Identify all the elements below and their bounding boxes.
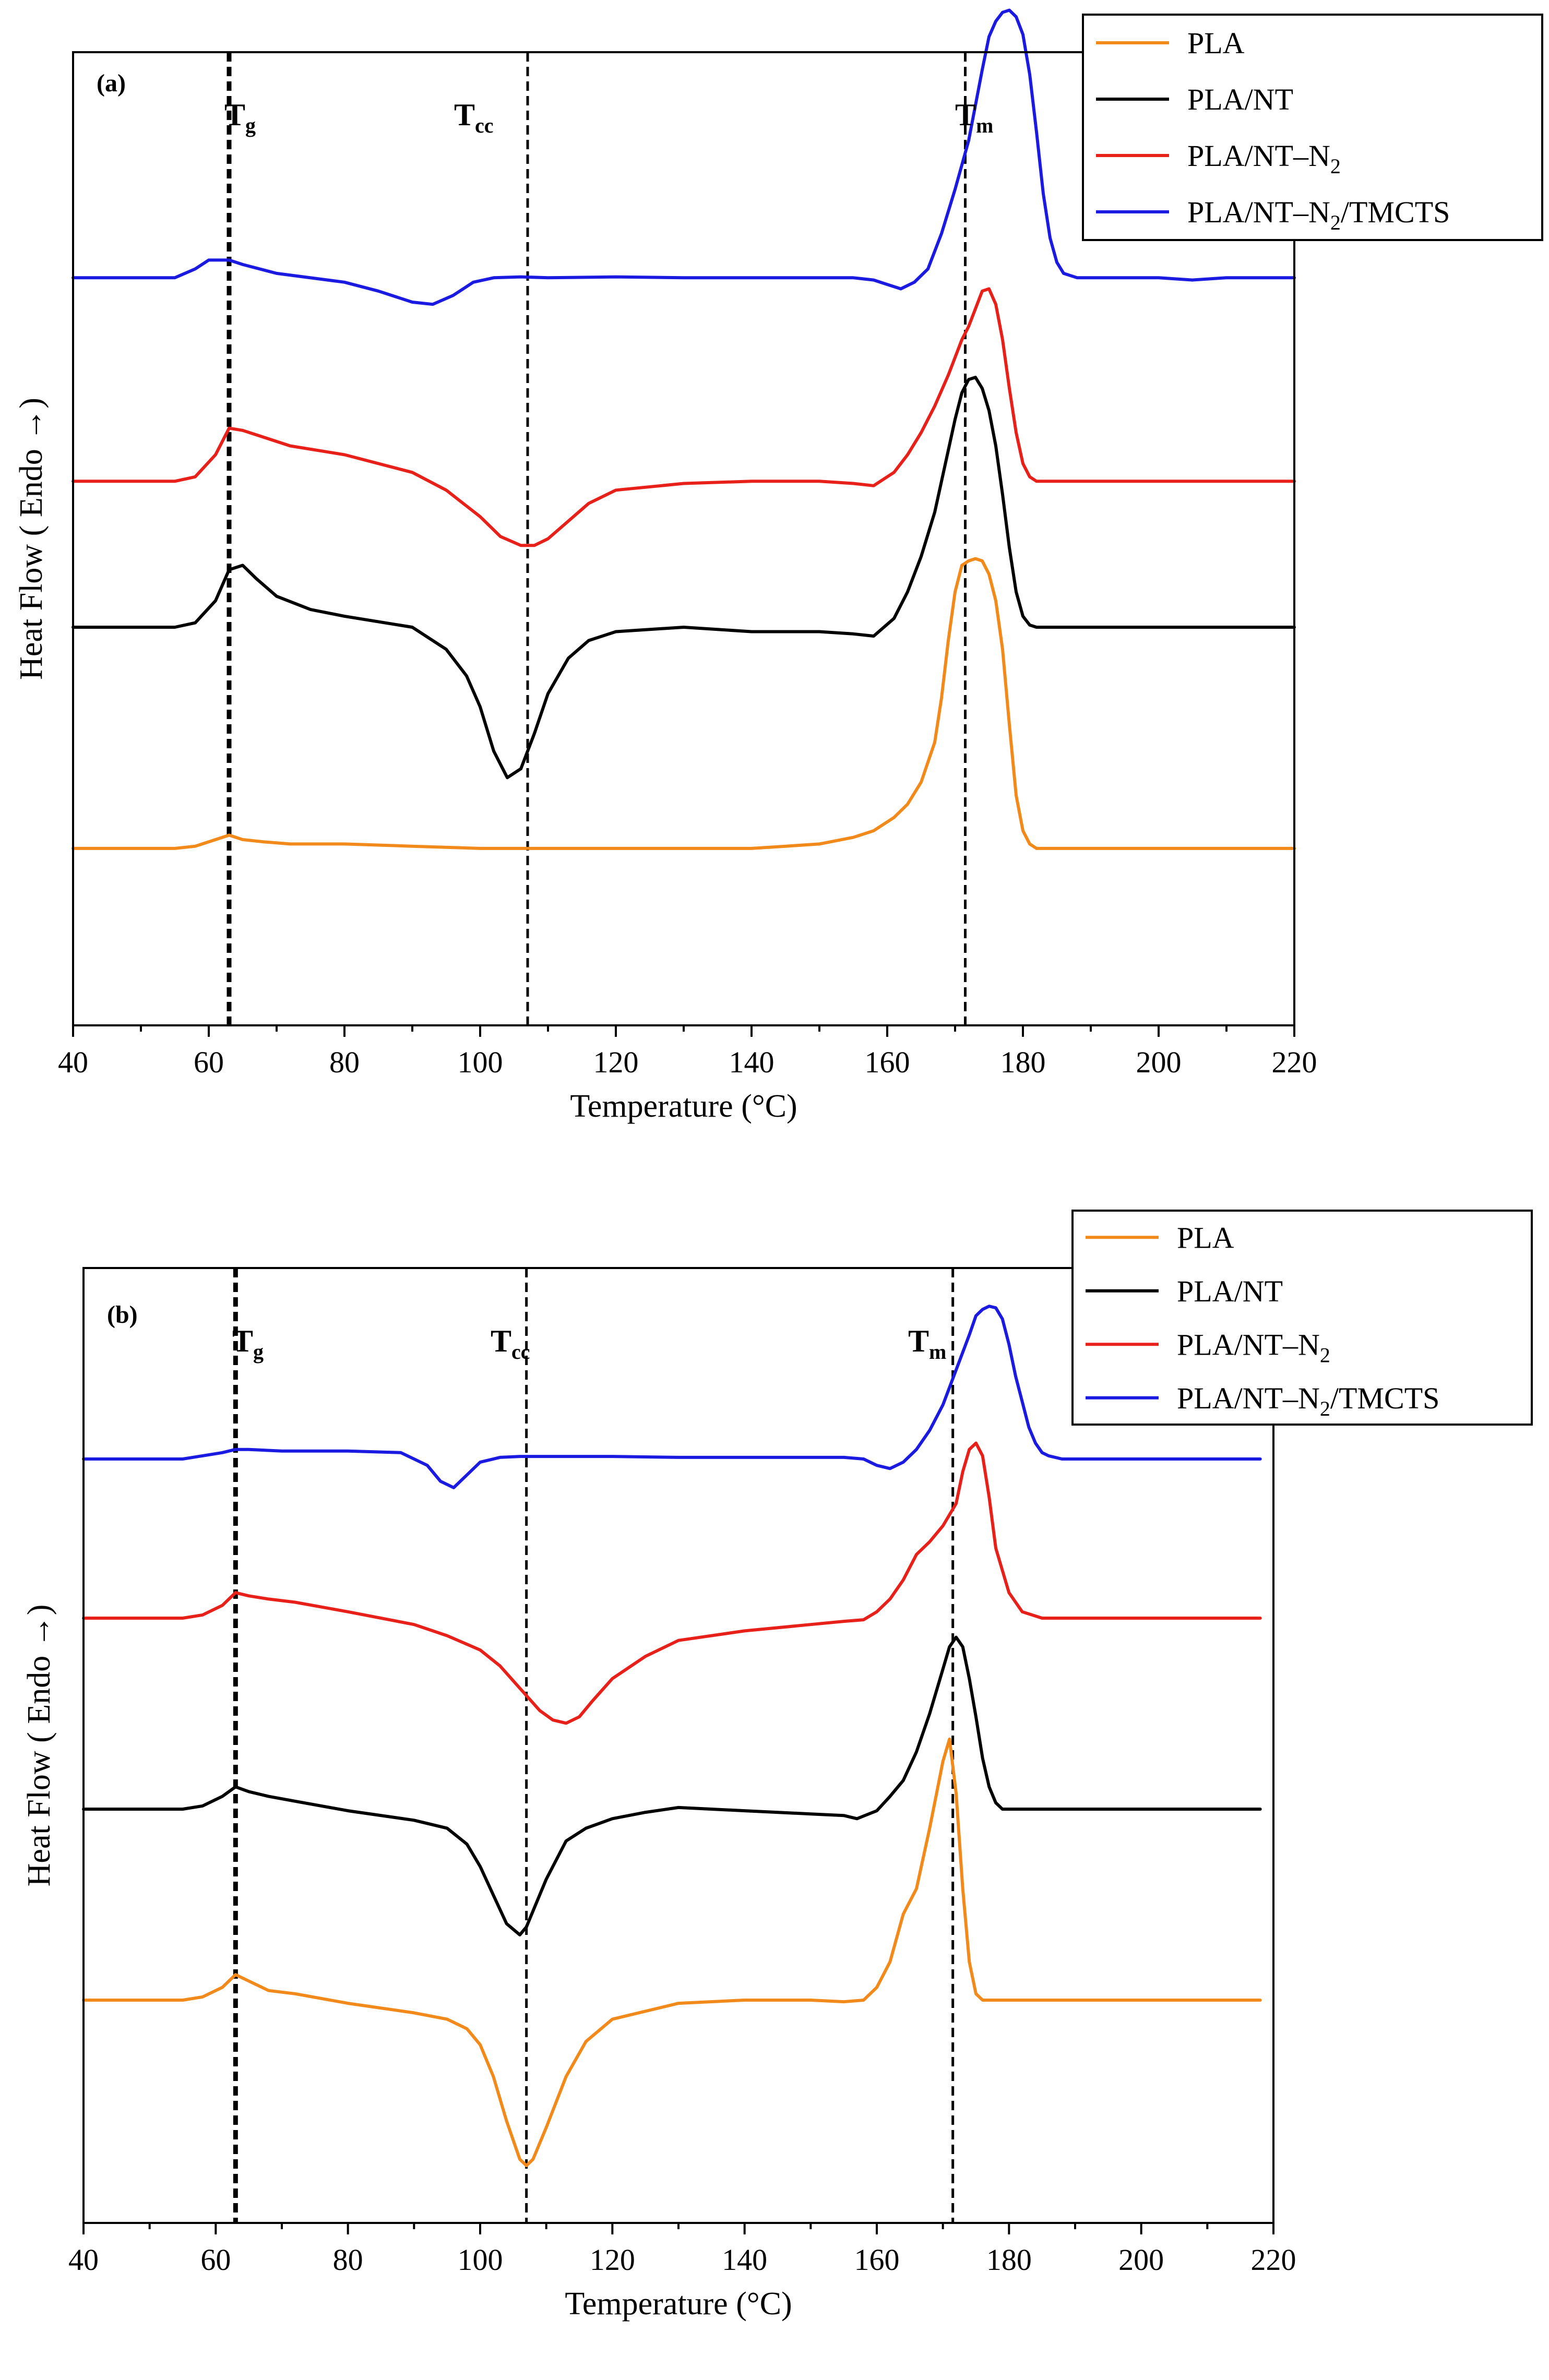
x-tick-label: 80 xyxy=(333,2243,363,2277)
legend-label: PLA/NT xyxy=(1177,1274,1283,1308)
series-pla-nt xyxy=(82,1635,1262,1936)
annotation-tcc: Tcc xyxy=(491,1324,530,1364)
x-tick-label: 60 xyxy=(200,2243,231,2277)
series-pla-nt-n2-tmcts xyxy=(72,8,1296,306)
x-tick-label: 180 xyxy=(1000,1045,1046,1079)
legend-label: PLA/NT–N2 xyxy=(1187,139,1341,178)
x-tick-label: 220 xyxy=(1251,2243,1296,2277)
series-pla-nt-n2 xyxy=(72,287,1296,547)
legend-label: PLA xyxy=(1177,1221,1234,1254)
annotation-tm: Tm xyxy=(955,98,993,137)
x-tick-label: 40 xyxy=(68,2243,99,2277)
legend-label: PLA/NT–N2 xyxy=(1177,1327,1330,1367)
y-axis-title: Heat Flow ( Endo →) xyxy=(21,1605,57,1887)
series-pla xyxy=(72,557,1296,850)
x-tick-label: 80 xyxy=(329,1045,360,1079)
legend-box xyxy=(1082,14,1543,241)
series-pla-nt-n2 xyxy=(82,1441,1262,1725)
series-pla-nt xyxy=(72,376,1296,780)
series-pla xyxy=(82,1737,1262,2168)
x-tick-label: 100 xyxy=(458,1045,503,1079)
x-tick-label: 140 xyxy=(729,1045,774,1079)
panel-label: (a) xyxy=(97,69,126,97)
series-pla-nt-n2-tmcts xyxy=(82,1305,1262,1489)
annotation-tg: Tg xyxy=(232,1324,264,1364)
x-tick-label: 160 xyxy=(865,1045,910,1079)
x-tick-label: 40 xyxy=(58,1045,88,1079)
x-tick-label: 180 xyxy=(986,2243,1032,2277)
legend-box xyxy=(1071,1210,1533,1426)
panel-label: (b) xyxy=(107,1301,138,1329)
legend-label: PLA/NT xyxy=(1187,82,1293,116)
annotation-tcc: Tcc xyxy=(454,98,494,137)
x-tick-label: 140 xyxy=(722,2243,767,2277)
annotation-tg: Tg xyxy=(224,98,256,137)
legend-label: PLA/NT–N2/TMCTS xyxy=(1177,1381,1439,1420)
x-tick-label: 200 xyxy=(1136,1045,1182,1079)
y-axis-title: Heat Flow ( Endo →) xyxy=(14,398,49,680)
x-tick-label: 60 xyxy=(194,1045,224,1079)
legend-label: PLA xyxy=(1187,26,1245,60)
annotation-tm: Tm xyxy=(908,1324,946,1364)
panel-0: 40 60 80 100 120 140 160 180 200 220 Temperature (… xyxy=(14,8,1543,1124)
x-tick-label: 220 xyxy=(1272,1045,1317,1079)
x-axis-title: Temperature (°C) xyxy=(565,2286,792,2322)
x-axis-title: Temperature (°C) xyxy=(570,1089,797,1124)
x-tick-label: 160 xyxy=(854,2243,900,2277)
x-tick-label: 200 xyxy=(1118,2243,1164,2277)
legend-label: PLA/NT–N2/TMCTS xyxy=(1187,195,1450,234)
panel-1: 40 60 80 100 120 140 160 180 200 220 Temperature (… xyxy=(21,1210,1533,2322)
x-tick-label: 100 xyxy=(458,2243,503,2277)
x-tick-label: 120 xyxy=(593,1045,639,1079)
x-tick-label: 120 xyxy=(590,2243,635,2277)
